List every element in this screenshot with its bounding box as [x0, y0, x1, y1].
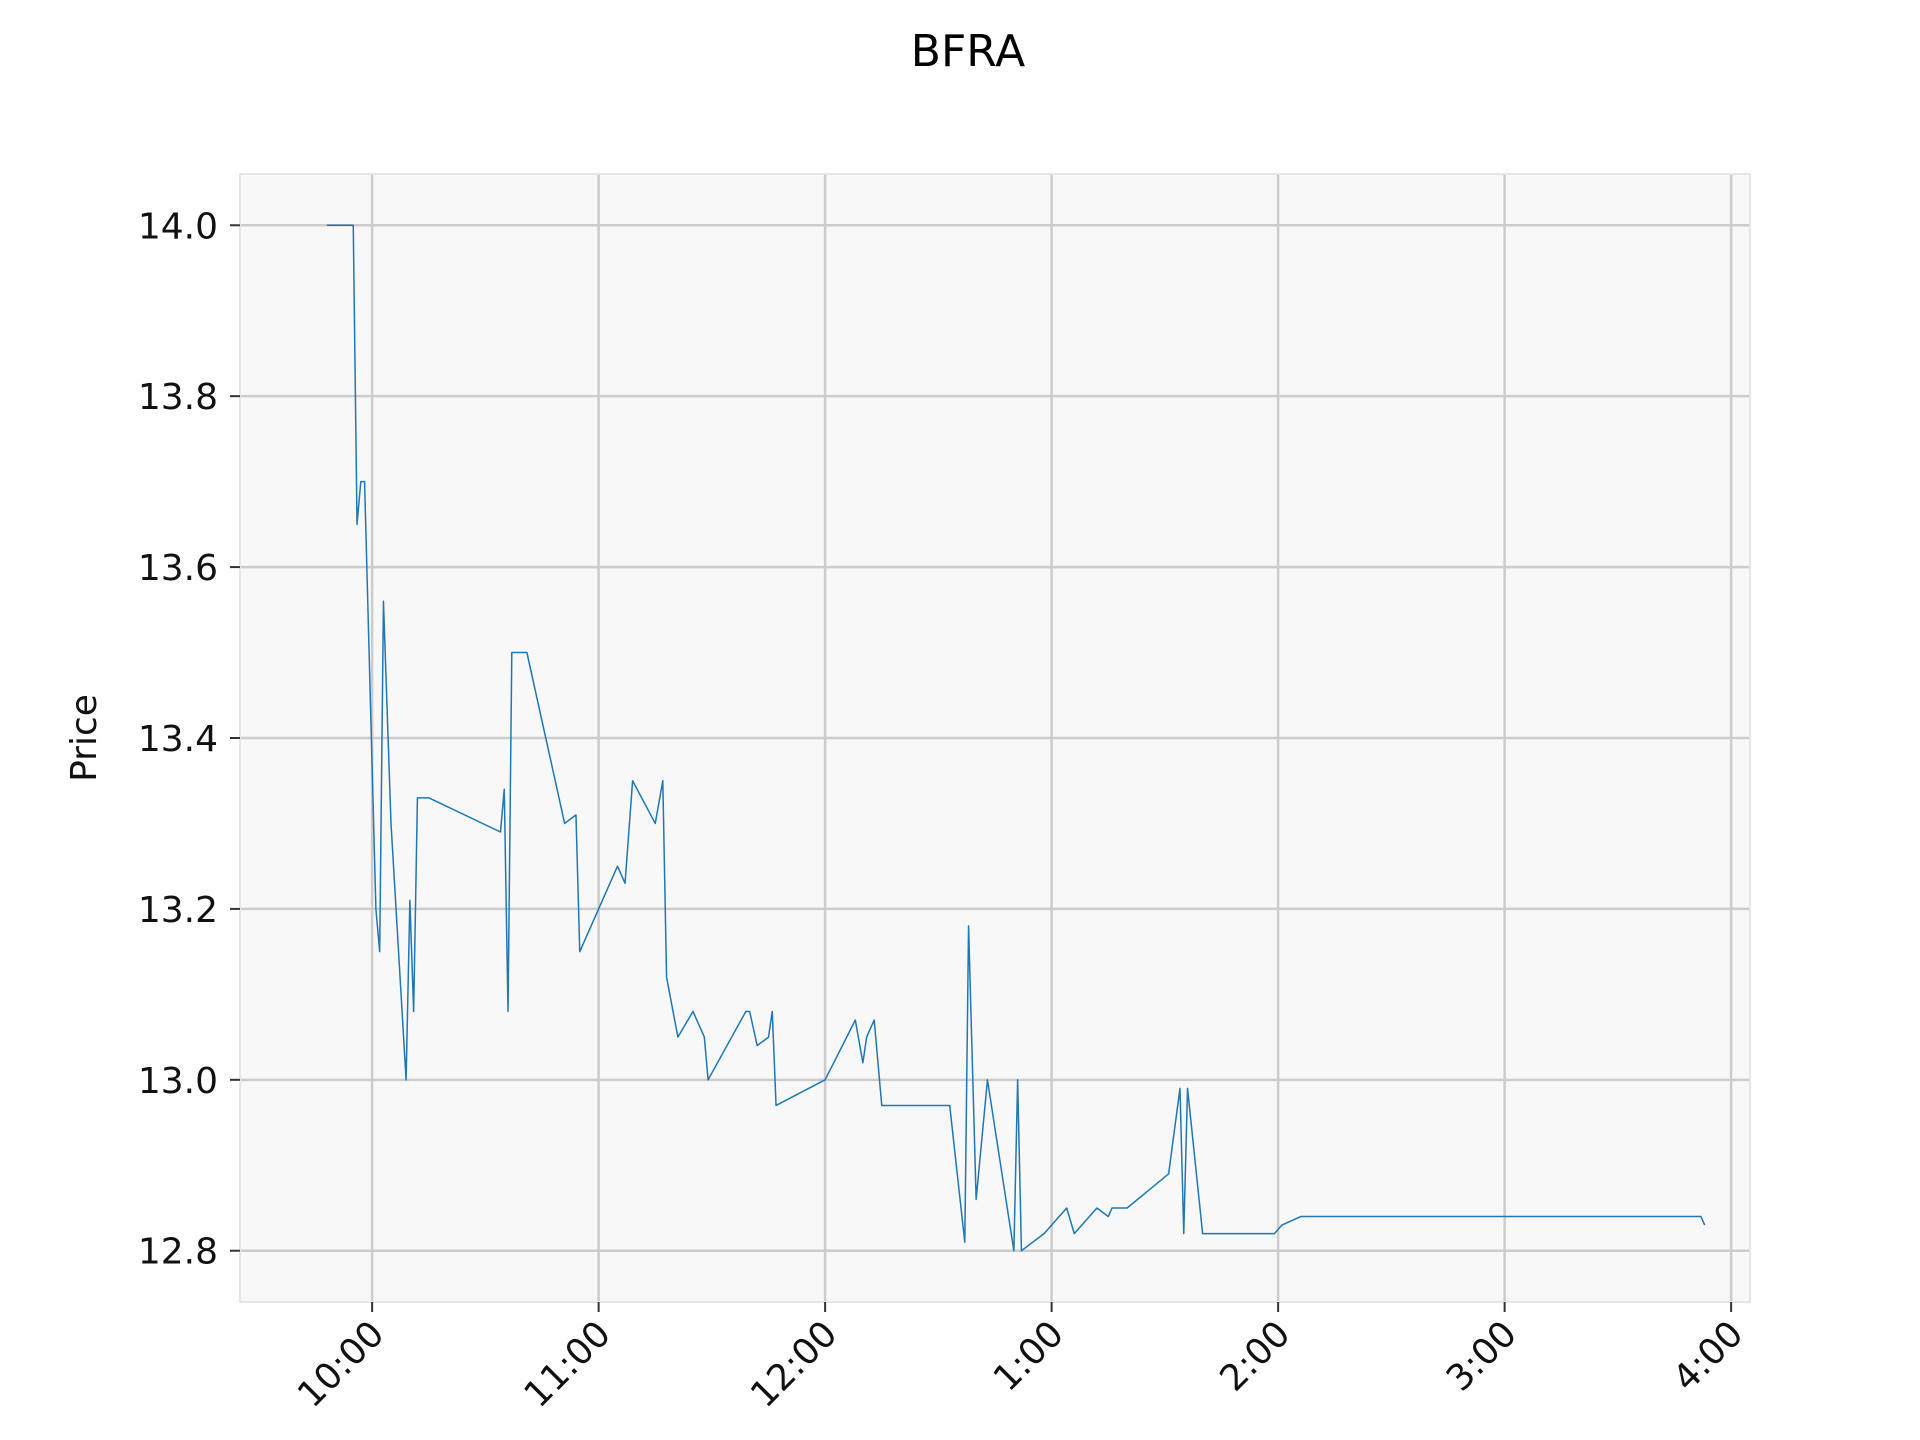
- y-tick-label: 12.8: [138, 1232, 218, 1273]
- y-tick-label: 13.0: [138, 1061, 218, 1102]
- series-layer: [326, 224, 1706, 1252]
- y-tick-label: 13.4: [138, 719, 218, 760]
- y-gridlines: [240, 224, 1750, 1252]
- x-tick-label: 11:00: [517, 1313, 619, 1415]
- y-tick-label: 13.6: [138, 548, 218, 589]
- x-tick-label: 1:00: [986, 1313, 1072, 1399]
- y-tick-label: 13.2: [138, 890, 218, 931]
- x-tick-label: 2:00: [1212, 1313, 1298, 1399]
- x-tick-label: 10:00: [290, 1313, 392, 1415]
- y-axis-ticks: 12.8 13.0 13.2 13.4 13.6 13.8 14.0: [138, 206, 240, 1273]
- chart-title: BFRA: [911, 26, 1025, 77]
- x-tick-label: 12:00: [743, 1313, 845, 1415]
- x-tick-label: 4:00: [1665, 1313, 1751, 1399]
- y-tick-label: 13.8: [138, 377, 218, 418]
- x-tick-label: 3:00: [1439, 1313, 1525, 1399]
- x-axis-ticks: 10:00 11:00 12:00 1:00 2:00 3:00 4:00: [290, 1302, 1751, 1416]
- price-series-line: [326, 224, 1706, 1252]
- y-axis-label: Price: [64, 694, 105, 782]
- y-tick-label: 14.0: [138, 206, 218, 247]
